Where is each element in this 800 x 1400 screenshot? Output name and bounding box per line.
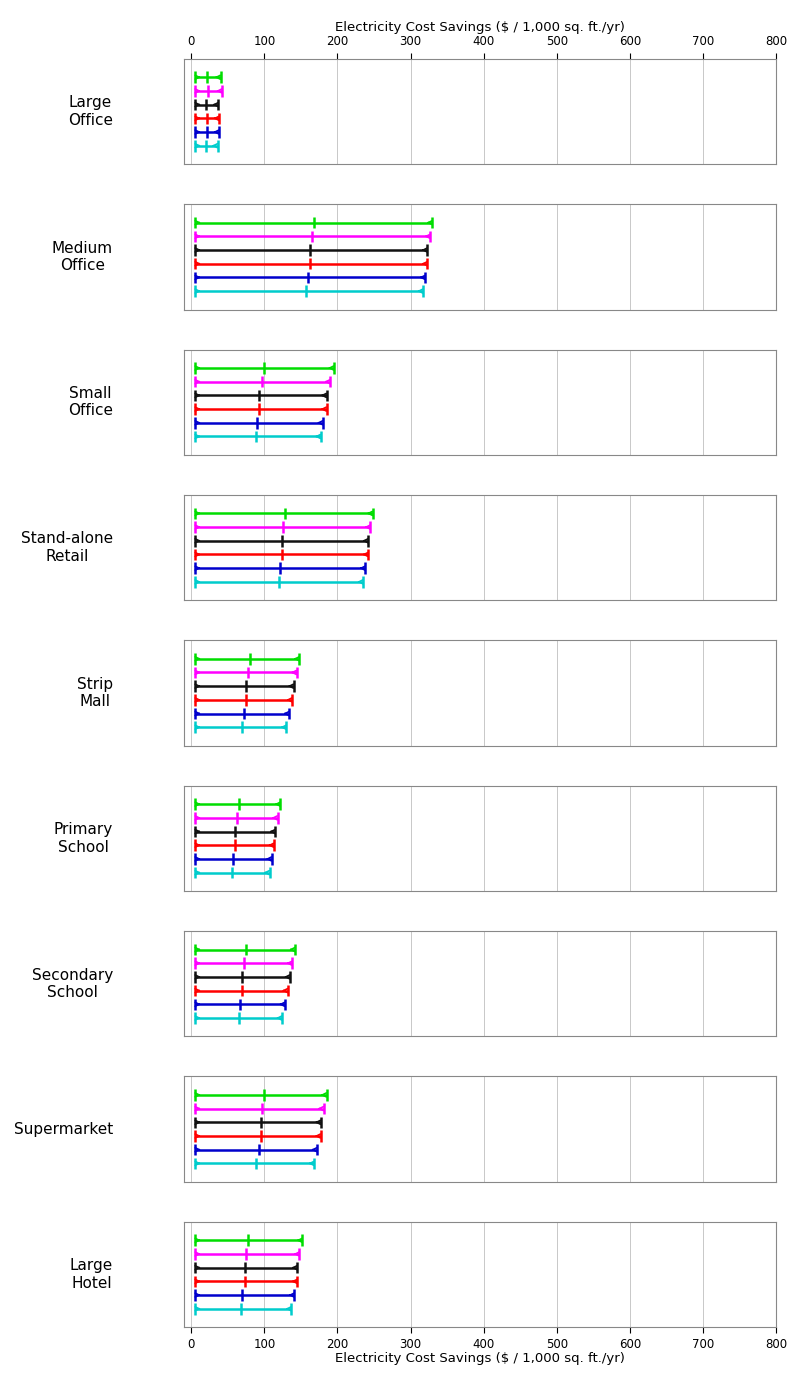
Y-axis label: Primary
School: Primary School xyxy=(54,822,113,854)
Y-axis label: Medium
Office: Medium Office xyxy=(52,241,113,273)
Text: Electricity Cost Savings ($ / 1,000 sq. ft./yr): Electricity Cost Savings ($ / 1,000 sq. … xyxy=(335,21,625,34)
Y-axis label: Strip
Mall: Strip Mall xyxy=(77,676,113,710)
Y-axis label: Stand-alone
Retail: Stand-alone Retail xyxy=(21,532,113,564)
Y-axis label: Large
Hotel: Large Hotel xyxy=(70,1259,113,1291)
Text: Electricity Cost Savings ($ / 1,000 sq. ft./yr): Electricity Cost Savings ($ / 1,000 sq. … xyxy=(335,1352,625,1365)
Y-axis label: Supermarket: Supermarket xyxy=(14,1121,113,1137)
Y-axis label: Large
Office: Large Office xyxy=(68,95,113,127)
Y-axis label: Small
Office: Small Office xyxy=(68,386,113,419)
Y-axis label: Secondary
School: Secondary School xyxy=(32,967,113,1000)
